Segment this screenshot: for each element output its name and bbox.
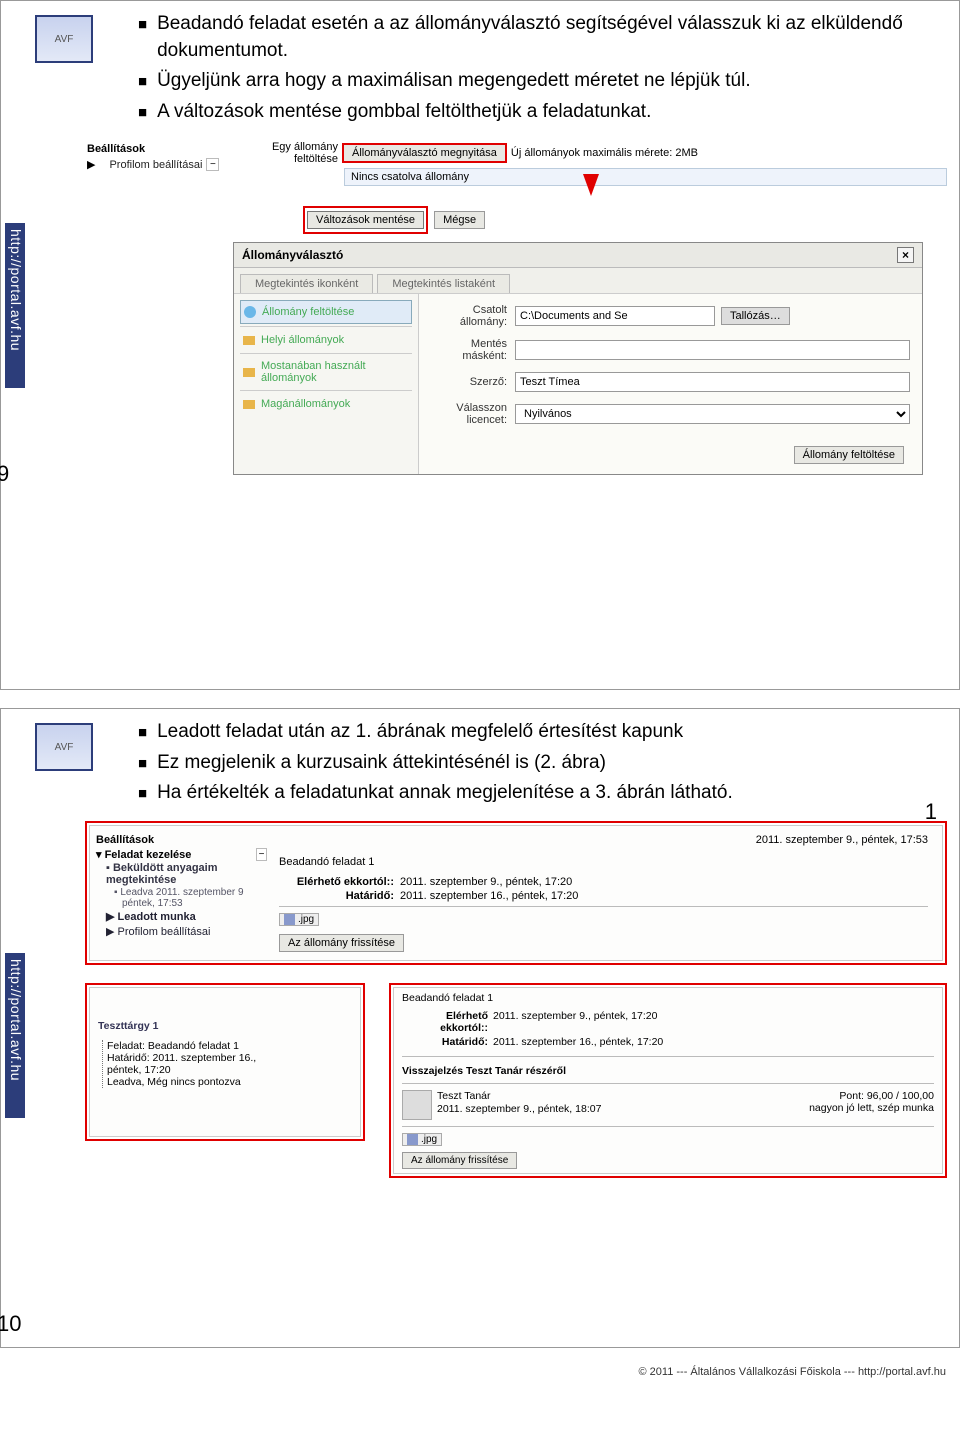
attached-label: Csatolt állomány:: [431, 304, 507, 328]
from-label: Elérhető ekkortól::: [402, 1010, 488, 1034]
folder-icon: [242, 365, 256, 379]
tab-icons[interactable]: Megtekintés ikonként: [240, 274, 373, 293]
saveas-label: Mentés másként:: [431, 338, 507, 362]
folder-icon: [242, 333, 256, 347]
author-input[interactable]: [515, 372, 910, 392]
settings-panel: Beállítások ▶ Profilom beállításai −: [83, 139, 248, 175]
from-value: 2011. szeptember 9., péntek, 17:20: [493, 1010, 657, 1034]
update-file-button[interactable]: Az állomány frissítése: [402, 1152, 517, 1169]
slide-number: 9: [0, 461, 9, 487]
bullet-text: Leadott feladat után az 1. ábrának megfe…: [157, 719, 683, 746]
bullet-text: Ha értékelték a feladatunkat annak megje…: [157, 780, 733, 807]
profile-settings[interactable]: Profilom beállításai: [118, 926, 211, 938]
course-overview-panel: Teszttárgy 1 Feladat: Beadandó feladat 1…: [89, 987, 361, 1137]
attached-input[interactable]: [515, 306, 715, 326]
license-label: Válasszon licencet:: [431, 402, 507, 426]
slide-number: 10: [0, 1311, 21, 1337]
score-label: Pont:: [839, 1090, 864, 1102]
due-line: Határidő: 2011. szeptember 16.,: [107, 1052, 352, 1064]
file-icon: [407, 1134, 418, 1145]
settings-link[interactable]: Profilom beállításai: [109, 159, 202, 171]
file-name: .jpg: [298, 914, 314, 925]
task-line: Feladat: Beadandó feladat 1: [107, 1040, 352, 1052]
status-line: Leadva, Még nincs pontozva: [107, 1076, 352, 1088]
due-label: Határidő:: [279, 890, 394, 902]
upload-icon: [243, 305, 257, 319]
folder-icon: [242, 397, 256, 411]
figure-badge-1: 1: [925, 799, 937, 825]
side-upload[interactable]: Állomány feltöltése: [240, 300, 412, 324]
down-arrow-icon: [583, 174, 599, 196]
author-label: Szerző:: [431, 376, 507, 388]
bullet-text: Ügyeljünk arra hogy a maximálisan megeng…: [157, 68, 751, 95]
url-sidebar: http://portal.avf.hu: [5, 953, 25, 1118]
bullet-text: Beadandó feladat esetén a az állományvál…: [157, 11, 947, 64]
grade-comment: nagyon jó lett, szép munka: [809, 1102, 934, 1114]
page-footer: © 2011 --- Általános Vállalkozási Főisko…: [0, 1366, 960, 1378]
license-select[interactable]: Nyilvános: [515, 404, 910, 424]
from-label: Elérhető ekkortól::: [279, 876, 394, 888]
tab-list[interactable]: Megtekintés listaként: [377, 274, 510, 293]
score-value: 96,00 / 100,00: [867, 1090, 934, 1102]
bullet-list: Leadott feladat után az 1. ábrának megfe…: [138, 719, 947, 807]
task-title: Beadandó feladat 1: [279, 856, 928, 868]
file-icon: [284, 914, 295, 925]
feedback-panel: Beadandó feladat 1 Elérhető ekkortól::20…: [393, 987, 943, 1174]
upload-submit-button[interactable]: Állomány feltöltése: [794, 446, 904, 464]
side-private[interactable]: Magánállományok: [240, 393, 412, 415]
max-size-text: Új állományok maximális mérete: 2MB: [511, 147, 698, 159]
course-name[interactable]: Teszttárgy 1: [98, 1020, 352, 1032]
side-item-label: Magánállományok: [261, 398, 350, 410]
submitted-ts: Leadva 2011. szeptember 9: [120, 887, 243, 898]
save-changes-button[interactable]: Változások mentése: [307, 211, 424, 229]
bullet-list: Beadandó feladat esetén a az állományvál…: [138, 11, 947, 125]
side-recent[interactable]: Mostanában használt állományok: [240, 356, 412, 388]
due-value: 2011. szeptember 16., péntek, 17:20: [493, 1036, 663, 1048]
side-local[interactable]: Helyi állományok: [240, 329, 412, 351]
school-logo: AVF: [35, 15, 93, 63]
timestamp: 2011. szeptember 9., péntek, 17:53: [279, 834, 928, 846]
submission-panel: Beállítások ▾ Feladat kezelése ▪ Beküldö…: [89, 825, 943, 961]
from-value: 2011. szeptember 9., péntek, 17:20: [400, 876, 572, 888]
task-title: Beadandó feladat 1: [402, 992, 934, 1004]
upload-label: Egy állomány feltöltése: [248, 141, 338, 165]
side-item-label: Helyi állományok: [261, 334, 344, 346]
popup-title: Állományválasztó: [242, 248, 343, 262]
bullet-text: A változások mentése gombbal feltölthetj…: [157, 99, 651, 126]
side-item-label: Állomány feltöltése: [262, 306, 354, 318]
update-file-button[interactable]: Az állomány frissítése: [279, 934, 404, 952]
close-icon[interactable]: ×: [897, 247, 914, 263]
saveas-input[interactable]: [515, 340, 910, 360]
due-line2: péntek, 17:20: [107, 1064, 352, 1076]
teacher-name: Teszt Tanár: [437, 1090, 601, 1104]
side-item-label: Mostanában használt állományok: [261, 360, 410, 384]
file-chip[interactable]: .jpg: [402, 1133, 442, 1146]
settings-heading: Beállítások: [96, 834, 267, 846]
filechooser-popup: Állományválasztó × Megtekintés ikonként …: [233, 242, 923, 475]
browse-button[interactable]: Tallózás…: [721, 307, 790, 325]
settings-heading: Beállítások: [87, 143, 244, 155]
bullet-text: Ez megjelenik a kurzusaink áttekintéséné…: [157, 750, 606, 777]
cancel-button[interactable]: Mégse: [434, 211, 485, 229]
sent-link[interactable]: Beküldött anyagaim megtekintése: [106, 862, 218, 886]
open-filechooser-button[interactable]: Állományválasztó megnyitása: [342, 143, 507, 163]
file-chip[interactable]: .jpg: [279, 913, 319, 926]
due-value: 2011. szeptember 16., péntek, 17:20: [400, 890, 578, 902]
no-file-text: Nincs csatolva állomány: [344, 168, 947, 186]
submitted-ts-2: péntek, 17:53: [122, 898, 252, 909]
submitted-work[interactable]: Leadott munka: [118, 911, 196, 923]
avatar-icon: [402, 1090, 432, 1120]
url-sidebar: http://portal.avf.hu: [5, 223, 25, 388]
collapse-icon[interactable]: −: [206, 158, 219, 171]
file-name: .jpg: [421, 1134, 437, 1145]
due-label: Határidő:: [402, 1036, 488, 1048]
teacher-timestamp: 2011. szeptember 9., péntek, 18:07: [437, 1103, 601, 1117]
feedback-heading: Visszajelzés Teszt Tanár részéről: [402, 1065, 934, 1077]
collapse-icon[interactable]: −: [256, 848, 267, 861]
group-label: Feladat kezelése: [105, 849, 192, 861]
